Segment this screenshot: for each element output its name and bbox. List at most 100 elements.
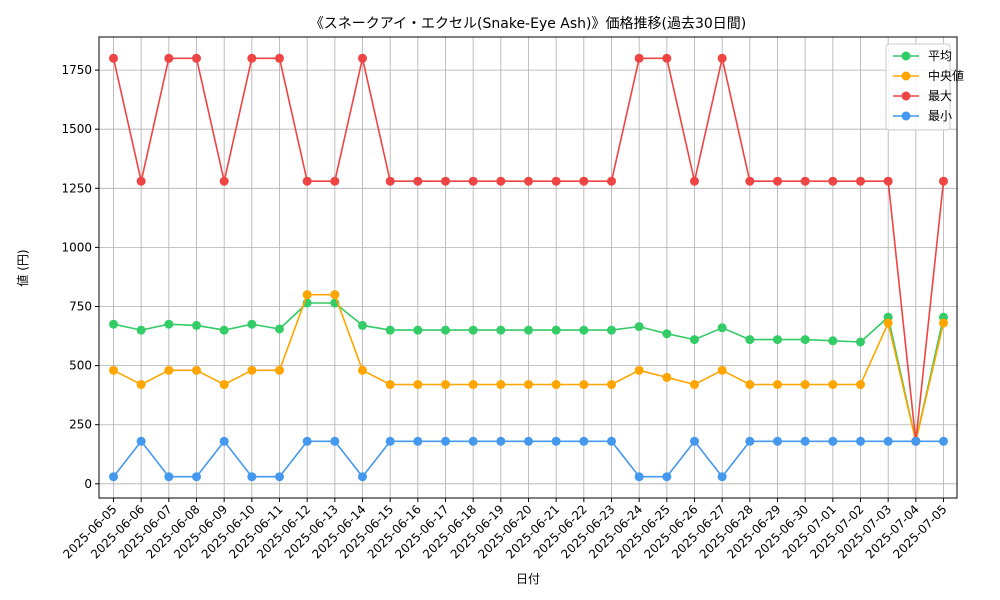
data-point-mean <box>275 324 284 334</box>
data-point-min <box>275 472 284 482</box>
data-point-max <box>302 176 312 186</box>
data-point-min <box>662 472 672 482</box>
legend-box <box>885 43 951 131</box>
y-tick-label: 1750 <box>61 63 92 77</box>
data-point-median <box>524 380 533 390</box>
data-point-median <box>247 365 257 375</box>
data-point-median <box>551 380 561 390</box>
series-median <box>109 290 948 446</box>
data-point-median <box>136 380 146 390</box>
data-point-min <box>109 472 118 482</box>
data-point-max <box>690 176 699 186</box>
x-axis-ticks: 2025-06-052025-06-062025-06-072025-06-08… <box>60 498 950 561</box>
y-tick-label: 0 <box>84 477 92 491</box>
data-point-min <box>800 436 810 446</box>
y-tick-label: 1250 <box>61 181 92 195</box>
data-point-mean <box>551 325 561 335</box>
data-point-max <box>496 176 506 186</box>
data-point-mean <box>164 319 174 329</box>
data-point-mean <box>441 325 450 335</box>
data-point-median <box>634 365 644 375</box>
data-point-mean <box>579 325 589 335</box>
data-point-median <box>109 365 118 375</box>
data-point-max <box>164 53 174 63</box>
data-point-mean <box>634 322 644 332</box>
data-point-max <box>441 176 450 186</box>
data-point-max <box>828 176 838 186</box>
data-point-min <box>828 436 838 446</box>
data-point-median <box>468 380 478 390</box>
data-point-mean <box>358 320 367 330</box>
y-tick-label: 750 <box>69 300 92 314</box>
data-point-min <box>247 472 257 482</box>
data-point-max <box>385 176 395 186</box>
data-point-max <box>330 176 340 186</box>
legend-label: 平均 <box>928 49 952 63</box>
legend-item-median: 中央値 <box>893 68 964 83</box>
y-tick-label: 250 <box>69 418 92 432</box>
data-point-min <box>551 436 561 446</box>
data-point-min <box>468 436 478 446</box>
y-tick-label: 1500 <box>61 122 92 136</box>
data-point-median <box>883 318 893 328</box>
data-point-min <box>745 436 755 446</box>
data-point-min <box>136 436 146 446</box>
data-point-mean <box>828 336 838 346</box>
data-point-max <box>662 53 672 63</box>
data-point-mean <box>524 325 533 335</box>
data-point-max <box>413 176 423 186</box>
grid <box>99 37 957 498</box>
data-point-max <box>358 53 367 63</box>
data-point-max <box>136 176 146 186</box>
data-point-mean <box>690 335 699 345</box>
data-point-max <box>109 53 118 63</box>
legend-swatch-marker <box>901 91 911 101</box>
data-point-median <box>302 290 312 300</box>
data-point-min <box>413 436 423 446</box>
data-point-median <box>413 380 423 390</box>
data-point-min <box>219 436 229 446</box>
legend-swatch-marker <box>901 71 911 81</box>
legend-label: 中央値 <box>928 68 964 83</box>
data-point-mean <box>247 319 257 329</box>
data-point-mean <box>468 325 478 335</box>
y-axis-ticks: 0 250 500 750 1000 1250 1500 1750 <box>61 63 99 491</box>
data-point-median <box>330 290 340 300</box>
data-point-median <box>496 380 506 390</box>
data-point-median <box>579 380 589 390</box>
data-point-mean <box>385 325 395 335</box>
data-point-mean <box>219 325 229 335</box>
y-tick-label: 1000 <box>61 240 92 254</box>
legend-item-min: 最小 <box>893 109 952 123</box>
data-point-min <box>192 472 201 482</box>
data-point-median <box>800 380 810 390</box>
data-point-max <box>773 176 782 186</box>
legend-swatch-marker <box>901 51 911 61</box>
data-point-median <box>828 380 838 390</box>
legend-label: 最大 <box>928 89 952 103</box>
data-point-min <box>164 472 174 482</box>
data-point-max <box>579 176 589 186</box>
data-point-min <box>773 436 782 446</box>
data-point-median <box>690 380 699 390</box>
data-point-min <box>496 436 506 446</box>
data-point-max <box>192 53 201 63</box>
data-point-median <box>358 365 367 375</box>
legend-swatch-marker <box>901 111 911 121</box>
data-point-mean <box>496 325 506 335</box>
data-point-median <box>275 365 284 375</box>
data-point-median <box>745 380 755 390</box>
data-point-min <box>385 436 395 446</box>
data-point-mean <box>413 325 423 335</box>
data-point-max <box>717 53 727 63</box>
data-point-min <box>717 472 727 482</box>
series-min <box>109 436 948 482</box>
data-point-max <box>745 176 755 186</box>
data-point-min <box>911 436 921 446</box>
data-point-median <box>219 380 229 390</box>
data-point-max <box>219 176 229 186</box>
data-point-mean <box>192 320 201 330</box>
data-point-min <box>524 436 533 446</box>
